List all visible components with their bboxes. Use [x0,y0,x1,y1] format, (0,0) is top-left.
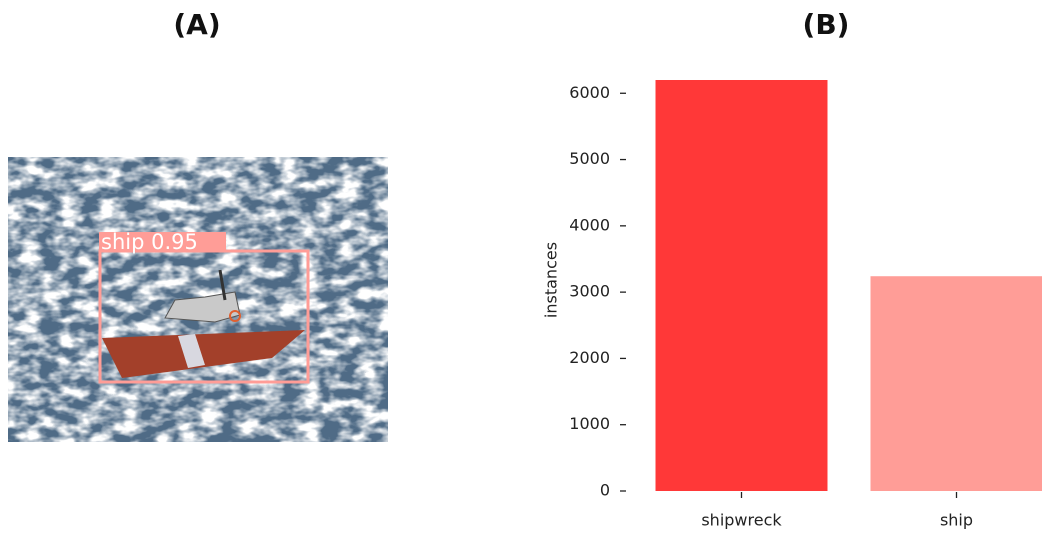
x-tick-label: ship [940,511,973,530]
detection-image: ship 0.95 [8,157,388,442]
y-tick-label: 0 [600,481,610,500]
bar [656,80,828,491]
y-tick-label: 3000 [569,282,610,301]
detection-label: ship 0.95 [101,230,198,254]
panel-label: (A) [173,8,220,41]
y-tick-label: 4000 [569,215,610,234]
y-tick-label: 2000 [569,348,610,367]
y-tick-label: 5000 [569,149,610,168]
panel-label: (B) [803,8,850,41]
figure: (A) ship 0.95 (B) instances 0 1000 2000 300… [0,0,1042,536]
y-axis-label: instances [542,242,561,318]
y-tick-label: 6000 [569,83,610,102]
x-tick-label: shipwreck [701,511,782,530]
y-tick-label: 1000 [569,414,610,433]
bar [871,276,1042,491]
